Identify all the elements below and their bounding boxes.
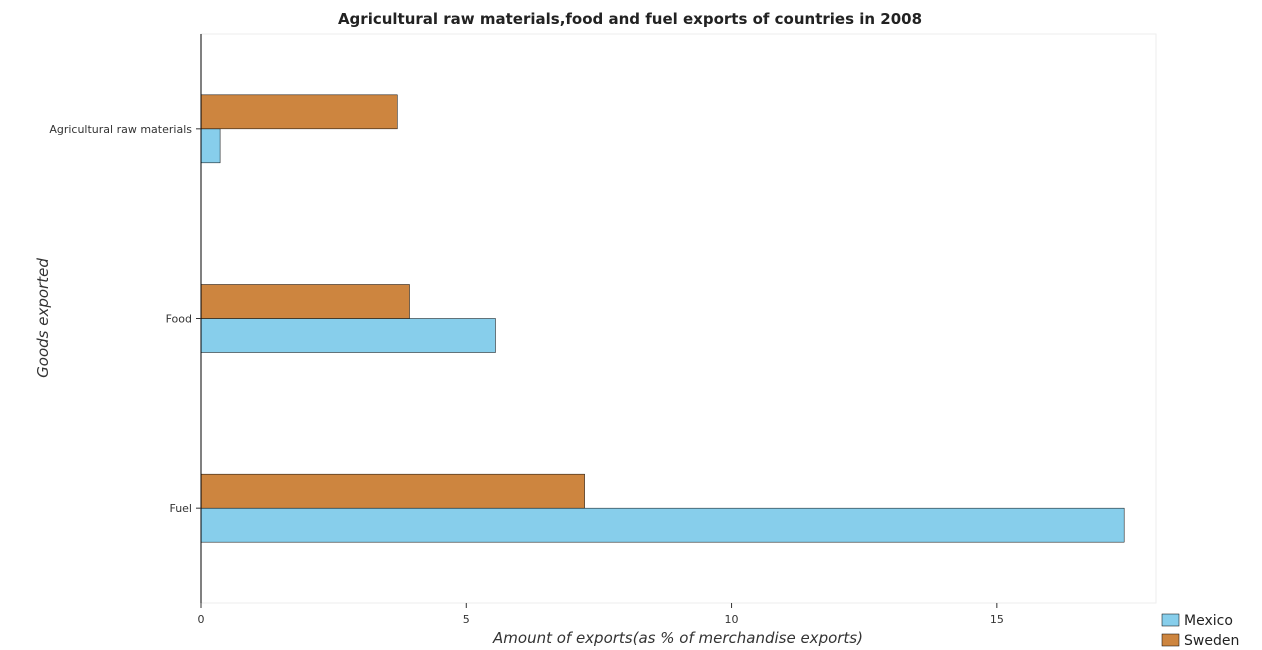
y-ticks: Agricultural raw materials Food Fuel [49,123,201,515]
bar-mexico-agricultural-raw-materials [200,128,221,164]
x-tick-label: 5 [463,613,470,626]
bar-sweden-food [200,284,410,319]
x-tick-label: 0 [198,613,205,626]
legend-label-mexico: Mexico [1184,613,1233,629]
x-tick-label: 15 [990,613,1004,626]
legend: Mexico Sweden [1161,613,1239,649]
bar-mexico-fuel [200,507,1125,543]
legend-swatch-sweden [1161,633,1180,647]
y-axis-label: Goods exported [34,258,52,378]
bar-sweden-agricultural-raw-materials [200,94,398,130]
legend-label-sweden: Sweden [1184,633,1239,649]
x-ticks: 0 5 10 15 [198,603,1004,626]
y-tick-label: Fuel [169,502,192,515]
legend-swatch-mexico [1161,613,1180,627]
y-tick-label: Food [166,313,192,326]
y-tick-label: Agricultural raw materials [49,123,192,136]
x-axis-label: Amount of exports(as % of merchandise ex… [492,629,863,647]
bars-layer [200,94,1125,543]
chart-title: Agricultural raw materials,food and fuel… [338,10,922,28]
bar-mexico-food [200,318,496,353]
bar-sweden-fuel [200,473,585,509]
x-tick-label: 10 [725,613,739,626]
